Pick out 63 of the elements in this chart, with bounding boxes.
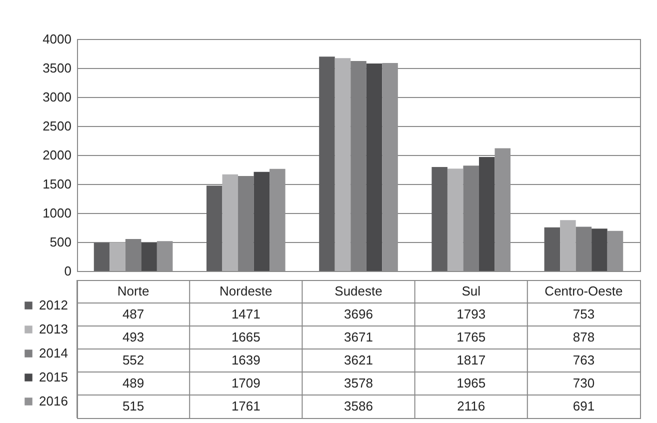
bar (110, 242, 126, 271)
data-label: 1639 (231, 352, 260, 368)
data-label: 1761 (231, 398, 260, 414)
data-label: 1793 (456, 306, 486, 322)
bar (366, 63, 382, 271)
y-tick-label: 2000 (42, 148, 72, 162)
bar (432, 167, 448, 271)
y-tick-label: 1000 (42, 206, 72, 220)
bar (94, 242, 110, 271)
data-label: 552 (122, 352, 144, 368)
data-label: 1765 (456, 330, 486, 344)
data-label: 878 (572, 330, 595, 344)
legend-label: 2014 (39, 346, 68, 360)
data-label: 3578 (344, 376, 373, 390)
y-tick-label: 500 (50, 234, 72, 250)
data-label: 753 (572, 306, 595, 322)
y-tick-label: 0 (64, 264, 72, 278)
bar (141, 242, 157, 271)
data-label: 1965 (456, 376, 486, 390)
y-tick-label: 4000 (42, 32, 72, 46)
x-tick-label: Sudeste (334, 284, 382, 298)
bar (319, 56, 335, 271)
data-label: 1665 (231, 330, 260, 344)
bar (238, 176, 254, 271)
legend-label: 2013 (39, 322, 68, 336)
bar (576, 226, 592, 271)
data-label: 1817 (456, 352, 486, 368)
bar (592, 228, 608, 271)
y-tick-label: 1500 (42, 176, 72, 192)
data-label: 1471 (231, 306, 260, 322)
data-label: 493 (122, 330, 144, 344)
data-label: 487 (122, 306, 144, 322)
data-label: 3621 (344, 352, 373, 368)
legend-label: 2012 (39, 298, 68, 312)
data-label: 763 (572, 352, 595, 368)
y-tick-label: 2500 (42, 118, 72, 134)
bar (206, 186, 222, 271)
data-label: 515 (122, 398, 144, 414)
data-label: 1709 (231, 376, 260, 390)
data-label: 489 (122, 376, 144, 390)
bar (350, 60, 366, 271)
x-tick-label: Norte (117, 284, 150, 298)
data-label: 3671 (344, 330, 373, 344)
data-label: 730 (572, 376, 595, 390)
bar (222, 174, 238, 271)
legend-label: 2016 (39, 394, 68, 408)
bar (544, 227, 560, 271)
data-label: 3586 (344, 398, 373, 414)
x-tick-label: Sul (462, 284, 481, 298)
bar (478, 157, 495, 271)
x-tick-label: Nordeste (220, 284, 272, 298)
data-label: 691 (572, 398, 595, 414)
data-label: 2116 (457, 398, 486, 414)
y-tick-label: 3500 (42, 60, 72, 76)
bar (334, 58, 351, 271)
bar (254, 172, 270, 271)
y-tick-label: 3000 (42, 90, 72, 104)
data-label: 3696 (344, 306, 373, 322)
bar (560, 220, 576, 271)
bar (463, 166, 479, 271)
legend-label: 2015 (39, 370, 68, 384)
x-tick-label: Centro-Oeste (544, 284, 623, 298)
bar (447, 168, 464, 271)
